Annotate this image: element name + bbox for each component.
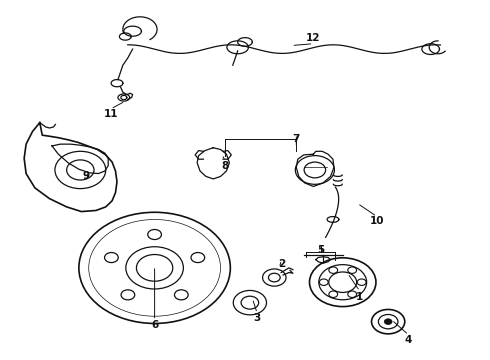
- Text: 12: 12: [306, 33, 320, 43]
- Text: 7: 7: [293, 134, 300, 144]
- Text: 1: 1: [356, 292, 364, 302]
- Text: 11: 11: [103, 109, 118, 119]
- Text: 6: 6: [151, 320, 158, 330]
- Text: 2: 2: [278, 259, 285, 269]
- Text: 4: 4: [405, 334, 413, 345]
- Text: 3: 3: [254, 313, 261, 323]
- Text: 5: 5: [317, 245, 324, 255]
- Text: 8: 8: [222, 161, 229, 171]
- Circle shape: [384, 319, 392, 324]
- Text: 9: 9: [83, 171, 90, 181]
- Text: 10: 10: [369, 216, 384, 226]
